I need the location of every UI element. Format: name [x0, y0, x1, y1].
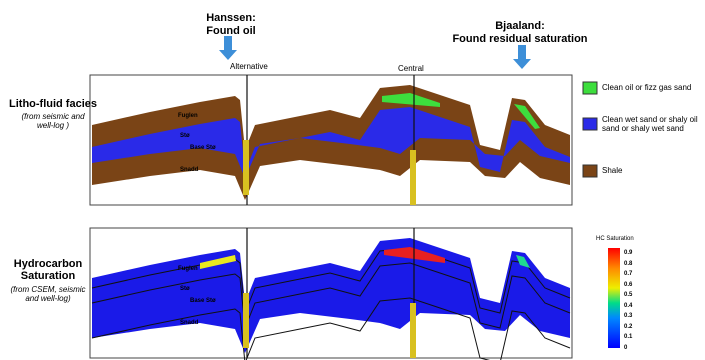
- colorbar-tick: 0: [624, 345, 627, 351]
- horizon-label: Fuglen: [178, 266, 198, 272]
- colorbar-tick: 0.2: [624, 324, 632, 330]
- colorbar-tick: 0.6: [624, 282, 632, 288]
- figure: [0, 0, 705, 360]
- legend-label: Clean oil or fizz gas sand: [602, 83, 702, 92]
- well-log: [410, 150, 416, 205]
- legend-swatch: [583, 82, 597, 94]
- section-source: (from seismic and well-log ): [18, 112, 88, 130]
- arrow: [513, 45, 531, 69]
- section-panel: [90, 75, 572, 205]
- horizon-label: Snadd: [180, 167, 198, 173]
- colorbar-title: HC Saturation: [596, 236, 634, 242]
- page: Hanssen: Found oil Bjaaland: Found resid…: [0, 0, 705, 360]
- horizon-label: Snadd: [180, 320, 198, 326]
- section-title: Hydrocarbon Saturation: [8, 258, 88, 282]
- horizon-label: Base Stø: [190, 298, 216, 304]
- colorbar-tick: 0.4: [624, 303, 632, 309]
- colorbar-tick: 0.9: [624, 250, 632, 256]
- well-label: Alternative: [230, 62, 268, 71]
- section-title: Litho-fluid facies: [8, 98, 98, 110]
- colorbar-tick: 0.8: [624, 261, 632, 267]
- well-log: [243, 293, 249, 348]
- colorbar-tick: 0.7: [624, 271, 632, 277]
- legend-swatch: [583, 165, 597, 177]
- colorbar: [608, 248, 620, 348]
- well-result: Found oil: [196, 25, 266, 37]
- arrow: [219, 36, 237, 60]
- legend-swatch: [583, 118, 597, 130]
- horizon-label: Stø: [180, 133, 190, 139]
- horizon-label: Stø: [180, 286, 190, 292]
- legend-label: Clean wet sand or shaly oil sand or shal…: [602, 115, 702, 133]
- well-name: Bjaaland:: [440, 20, 600, 32]
- section-source: (from CSEM, seismic and well-log): [8, 285, 88, 303]
- well-log: [410, 303, 416, 358]
- horizon-label: Base Stø: [190, 145, 216, 151]
- legend-label: Shale: [602, 166, 702, 175]
- colorbar-tick: 0.3: [624, 313, 632, 319]
- horizon-label: Fuglen: [178, 113, 198, 119]
- colorbar-tick: 0.5: [624, 292, 632, 298]
- well-log: [243, 140, 249, 195]
- well-label: Central: [398, 64, 424, 73]
- well-name: Hanssen:: [196, 12, 266, 24]
- colorbar-tick: 0.1: [624, 334, 632, 340]
- well-result: Found residual saturation: [440, 33, 600, 45]
- section-panel: [90, 228, 572, 360]
